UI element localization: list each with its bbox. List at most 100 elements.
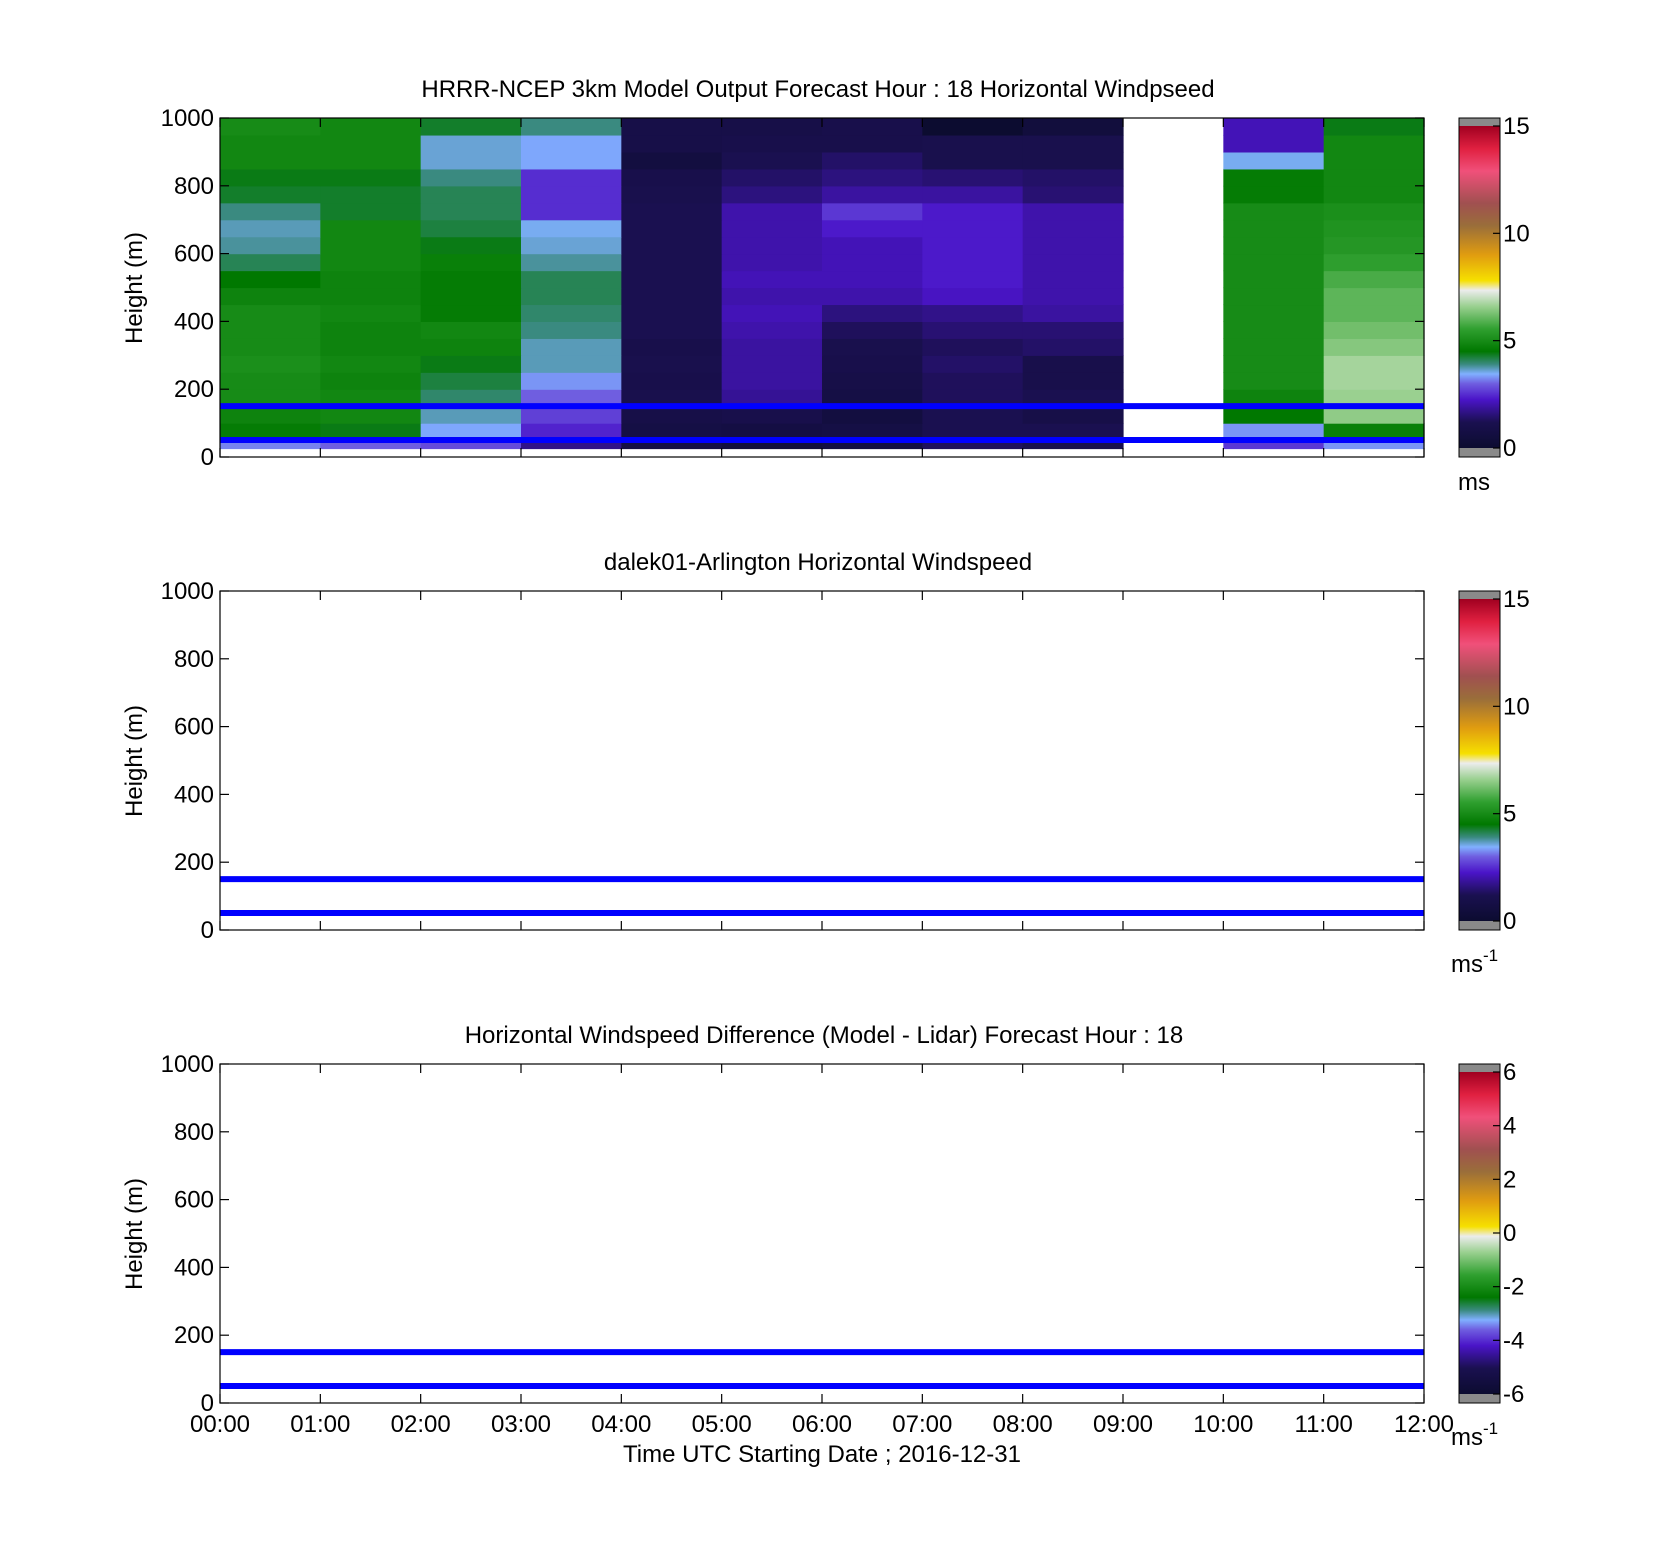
heatmap-cell [822, 389, 923, 407]
heatmap-cell [721, 287, 823, 306]
heatmap-cell [420, 185, 522, 204]
heatmap-cell [621, 202, 723, 221]
heatmap-cell [521, 304, 622, 322]
heatmap-cell [621, 168, 723, 187]
heatmap-cell [822, 185, 923, 204]
heatmap-cell [420, 287, 522, 306]
y-tick-label: 1000 [161, 1051, 214, 1078]
heatmap-cell [320, 304, 422, 322]
heatmap-cell [621, 151, 723, 170]
heatmap-cell [922, 202, 1024, 221]
heatmap-cell [220, 253, 321, 272]
heatmap-cell [220, 287, 321, 306]
heatmap-cell [220, 168, 321, 187]
y-tick-label: 400 [174, 1254, 214, 1281]
heatmap-cell [822, 270, 923, 289]
heatmap-cell [220, 134, 321, 153]
heatmap-cell [521, 440, 622, 450]
time-axis-label: Time UTC Starting Date ; 2016-12-31 [623, 1441, 1021, 1468]
heatmap-cell [1223, 287, 1325, 306]
y-tick-label: 1000 [161, 578, 214, 605]
heatmap-cell [1223, 423, 1325, 441]
heatmap-cell [420, 219, 522, 238]
time-axis-tick-labels: 00:00 01:00 02:00 03:00 04:00 05:00 06:00 07:00… [190, 1411, 1454, 1438]
heatmap-cell [721, 219, 823, 238]
heatmap-cell [1323, 372, 1425, 390]
heatmap-cell [1323, 321, 1425, 339]
heatmap-cell [521, 202, 622, 221]
panel-lidar: dalek01-Arlington Horizontal Windspeed 0… [121, 549, 1530, 978]
heatmap-cell [1022, 389, 1124, 407]
heatmap-cell [721, 236, 823, 255]
heatmap-cell [521, 118, 622, 136]
panel-lidar-colorbar: 0 5 10 15 ms-1 [1451, 586, 1530, 978]
heatmap-cell [320, 338, 422, 356]
heatmap-cell [1223, 168, 1325, 187]
y-tick-label: 400 [174, 781, 214, 808]
panel-difference-colorbar-unit: ms-1 [1451, 1419, 1498, 1451]
heatmap-cell [1223, 202, 1325, 221]
heatmap-cell [922, 406, 1024, 424]
heatmap-cell [721, 168, 823, 187]
heatmap-cell [621, 389, 723, 407]
heatmap-cell [521, 236, 622, 255]
heatmap-cell [1323, 304, 1425, 322]
heatmap-cell [1022, 270, 1124, 289]
heatmap-cell [420, 355, 522, 373]
heatmap-cell [320, 219, 422, 238]
heatmap-cell [621, 304, 723, 322]
heatmap-cell [220, 185, 321, 204]
heatmap-cell [521, 270, 622, 289]
heatmap-cell [822, 355, 923, 373]
heatmap-cell [822, 423, 923, 441]
heatmap-cell [220, 304, 321, 322]
y-tick-label: 400 [174, 308, 214, 335]
x-tick-label: 00:00 [190, 1411, 250, 1438]
heatmap-cell [621, 270, 723, 289]
heatmap-cell [320, 389, 422, 407]
y-tick-label: 800 [174, 646, 214, 673]
heatmap-cell [1223, 389, 1325, 407]
heatmap-cell [220, 355, 321, 373]
heatmap-cell [521, 389, 622, 407]
heatmap-cell [922, 389, 1024, 407]
heatmap-cell [1022, 151, 1124, 170]
heatmap-cell [1022, 321, 1124, 339]
heatmap-cell [721, 355, 823, 373]
heatmap-cell [320, 372, 422, 390]
heatmap-cell [922, 151, 1024, 170]
heatmap-cell [922, 118, 1024, 136]
panel-difference-y-ticks: 0 200 400 600 800 1000 [161, 1051, 1424, 1417]
heatmap-cell [420, 134, 522, 153]
panel-difference: Horizontal Windspeed Difference (Model -… [121, 1022, 1524, 1468]
heatmap-cell [1323, 406, 1425, 424]
x-tick-label: 01:00 [290, 1411, 350, 1438]
heatmap-cell [420, 423, 522, 441]
heatmap-cell [721, 372, 823, 390]
heatmap-cell [320, 406, 422, 424]
heatmap-cell [320, 168, 422, 187]
panel-model-colorbar-gradient [1459, 126, 1500, 448]
heatmap-cell [1022, 185, 1124, 204]
y-tick-label: 600 [174, 714, 214, 741]
heatmap-cell [420, 372, 522, 390]
panel-lidar-colorbar-unit: ms-1 [1451, 946, 1498, 978]
heatmap-cell [320, 253, 422, 272]
heatmap-cell [1022, 134, 1124, 153]
panel-lidar-colorbar-gradient [1459, 599, 1500, 921]
heatmap-cell [420, 151, 522, 170]
heatmap-cell [420, 118, 522, 136]
heatmap-cell [922, 287, 1024, 306]
heatmap-cell [621, 440, 723, 450]
heatmap-cell [1022, 168, 1124, 187]
colorbar-tick-label: 10 [1503, 693, 1530, 720]
x-tick-label: 05:00 [692, 1411, 752, 1438]
heatmap-cell [1323, 355, 1425, 373]
heatmap-cell [822, 321, 923, 339]
colorbar-tick-label: -2 [1503, 1274, 1524, 1301]
heatmap-cell [822, 338, 923, 356]
panel-difference-x-ticks [219, 1064, 1425, 1403]
heatmap-cell [621, 406, 723, 424]
y-tick-label: 200 [174, 376, 214, 403]
heatmap-cell [220, 389, 321, 407]
